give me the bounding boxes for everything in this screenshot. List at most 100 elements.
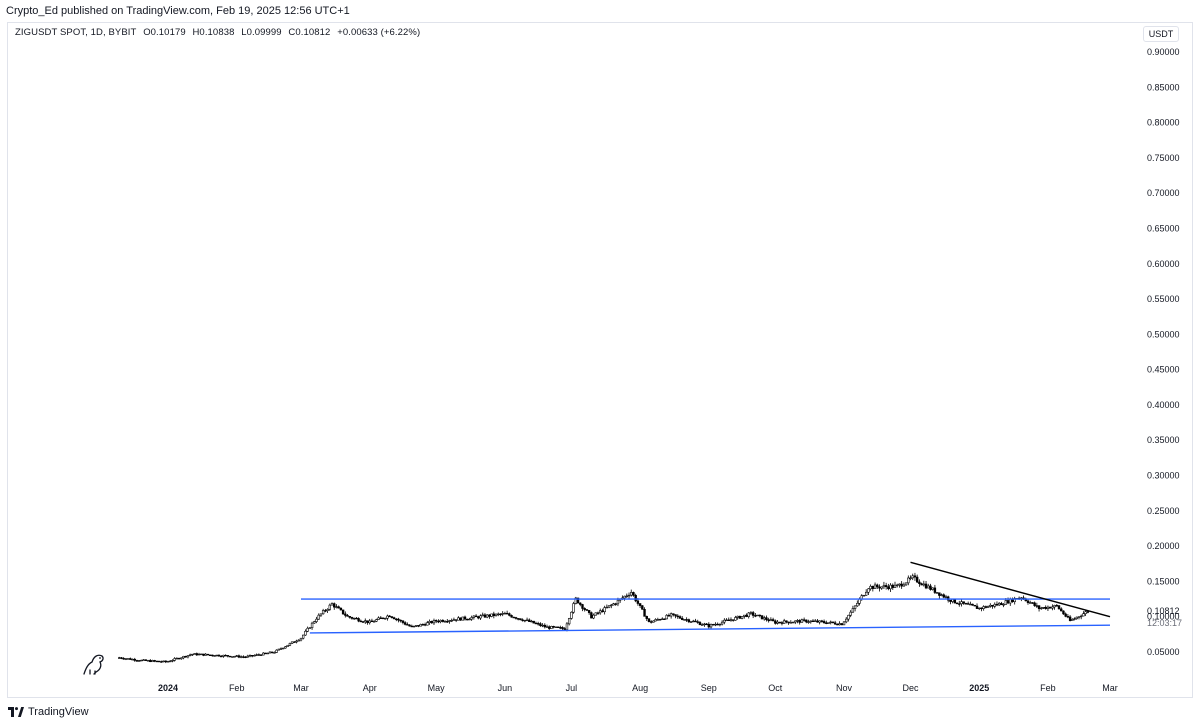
candle-body (512, 616, 515, 619)
candle-body (539, 623, 542, 626)
trendline-drawings[interactable] (300, 561, 1111, 634)
candle-body (1053, 605, 1056, 608)
descending-resistance-line[interactable] (910, 561, 1111, 618)
candle-body (596, 612, 600, 614)
candle-body (1055, 605, 1059, 607)
candle-body (636, 600, 640, 604)
candle-body (339, 607, 343, 611)
candle-body (625, 595, 629, 597)
candle-body (548, 626, 551, 629)
candle-body (304, 630, 307, 636)
candle-body (869, 585, 872, 590)
candle-body (290, 641, 294, 644)
symbol-info[interactable]: ZIGUSDT SPOT, 1D, BYBIT (15, 27, 137, 38)
candle-body (417, 625, 420, 627)
candle-body (195, 653, 199, 656)
currency-selector[interactable]: USDT (1143, 26, 1179, 42)
candle-body (736, 615, 739, 618)
candle-body (734, 617, 737, 621)
candle-body (302, 634, 305, 639)
candle-body (423, 624, 427, 626)
candle-body (135, 660, 139, 662)
candle-body (997, 602, 1001, 606)
candle-body (800, 619, 804, 623)
candle-body (499, 613, 502, 616)
candle-body (226, 655, 230, 657)
price-tick-label: 0.15000 (1147, 576, 1180, 586)
candle-body (239, 656, 243, 658)
candle-body (898, 583, 901, 586)
candle-body (720, 621, 724, 625)
candle-body (922, 583, 926, 586)
candle-body (687, 619, 691, 623)
candle-body (286, 644, 289, 647)
candle-body (330, 603, 334, 606)
candle-body (845, 618, 848, 623)
candle-body (244, 656, 247, 658)
price-tick-label: 0.50000 (1147, 329, 1180, 339)
dino-icon (83, 654, 104, 675)
candle-body (368, 620, 371, 624)
candle-body (856, 603, 859, 607)
candle-body (430, 621, 433, 624)
candle-body (745, 614, 748, 617)
candle-body (472, 615, 476, 618)
candle-body (927, 585, 930, 589)
candle-body (317, 614, 320, 620)
candle-body (731, 619, 735, 621)
candle-body (470, 617, 473, 620)
candle-body (457, 617, 460, 621)
symbol-legend[interactable]: ZIGUSDT SPOT, 1D, BYBIT O0.10179 H0.1083… (15, 27, 424, 38)
candle-body (696, 621, 699, 623)
candle-body (758, 614, 761, 617)
time-axis[interactable]: 2024 Feb Mar Apr May Jun Jul Aug Sep Oct Nov Dec 202… (158, 683, 1118, 693)
candle-body (461, 616, 464, 621)
candle-body (774, 620, 777, 624)
candle-body (262, 652, 265, 656)
candle-body (614, 603, 617, 605)
candle-body (1044, 606, 1047, 609)
candle-body (375, 619, 378, 622)
candle-body (747, 612, 750, 617)
candle-body (508, 613, 511, 616)
chart-panel[interactable] (7, 22, 1193, 698)
candle-body (157, 660, 161, 663)
candle-body (541, 624, 544, 627)
price-tick-label: 0.40000 (1147, 400, 1180, 410)
candle-body (184, 655, 187, 658)
footer: TradingView (8, 706, 89, 718)
candle-body (293, 641, 296, 643)
candle-body (521, 619, 524, 622)
candle-body (313, 621, 316, 624)
candle-body (942, 594, 945, 598)
candle-body (1029, 602, 1032, 604)
candle-body (381, 617, 385, 619)
candle-body (140, 659, 143, 662)
candle-body (270, 651, 274, 654)
candle-body (638, 603, 642, 606)
candle-body (410, 625, 414, 628)
candle-body (729, 619, 733, 621)
price-tick-label: 0.70000 (1147, 188, 1180, 198)
candle-body (765, 617, 768, 621)
candle-body (982, 606, 985, 609)
candle-body (829, 621, 832, 624)
candle-body (607, 605, 611, 608)
candle-body (208, 654, 212, 656)
candle-body (1060, 608, 1063, 612)
candle-body (723, 619, 726, 623)
price-tick-label: 0.30000 (1147, 471, 1180, 481)
candle-body (219, 655, 223, 658)
candle-body (767, 619, 770, 622)
candle-body (399, 619, 402, 622)
candle-body (505, 612, 509, 615)
price-axis[interactable]: 0.90000 0.85000 0.80000 0.75000 0.70000 0.650… (1147, 47, 1180, 657)
candle-body (211, 654, 214, 657)
range-bottom-line[interactable] (309, 624, 1111, 634)
candle-body (649, 621, 653, 623)
candle-body (712, 624, 715, 626)
candle-body (348, 616, 351, 618)
candle-body (590, 612, 593, 619)
candle-body (337, 606, 340, 609)
